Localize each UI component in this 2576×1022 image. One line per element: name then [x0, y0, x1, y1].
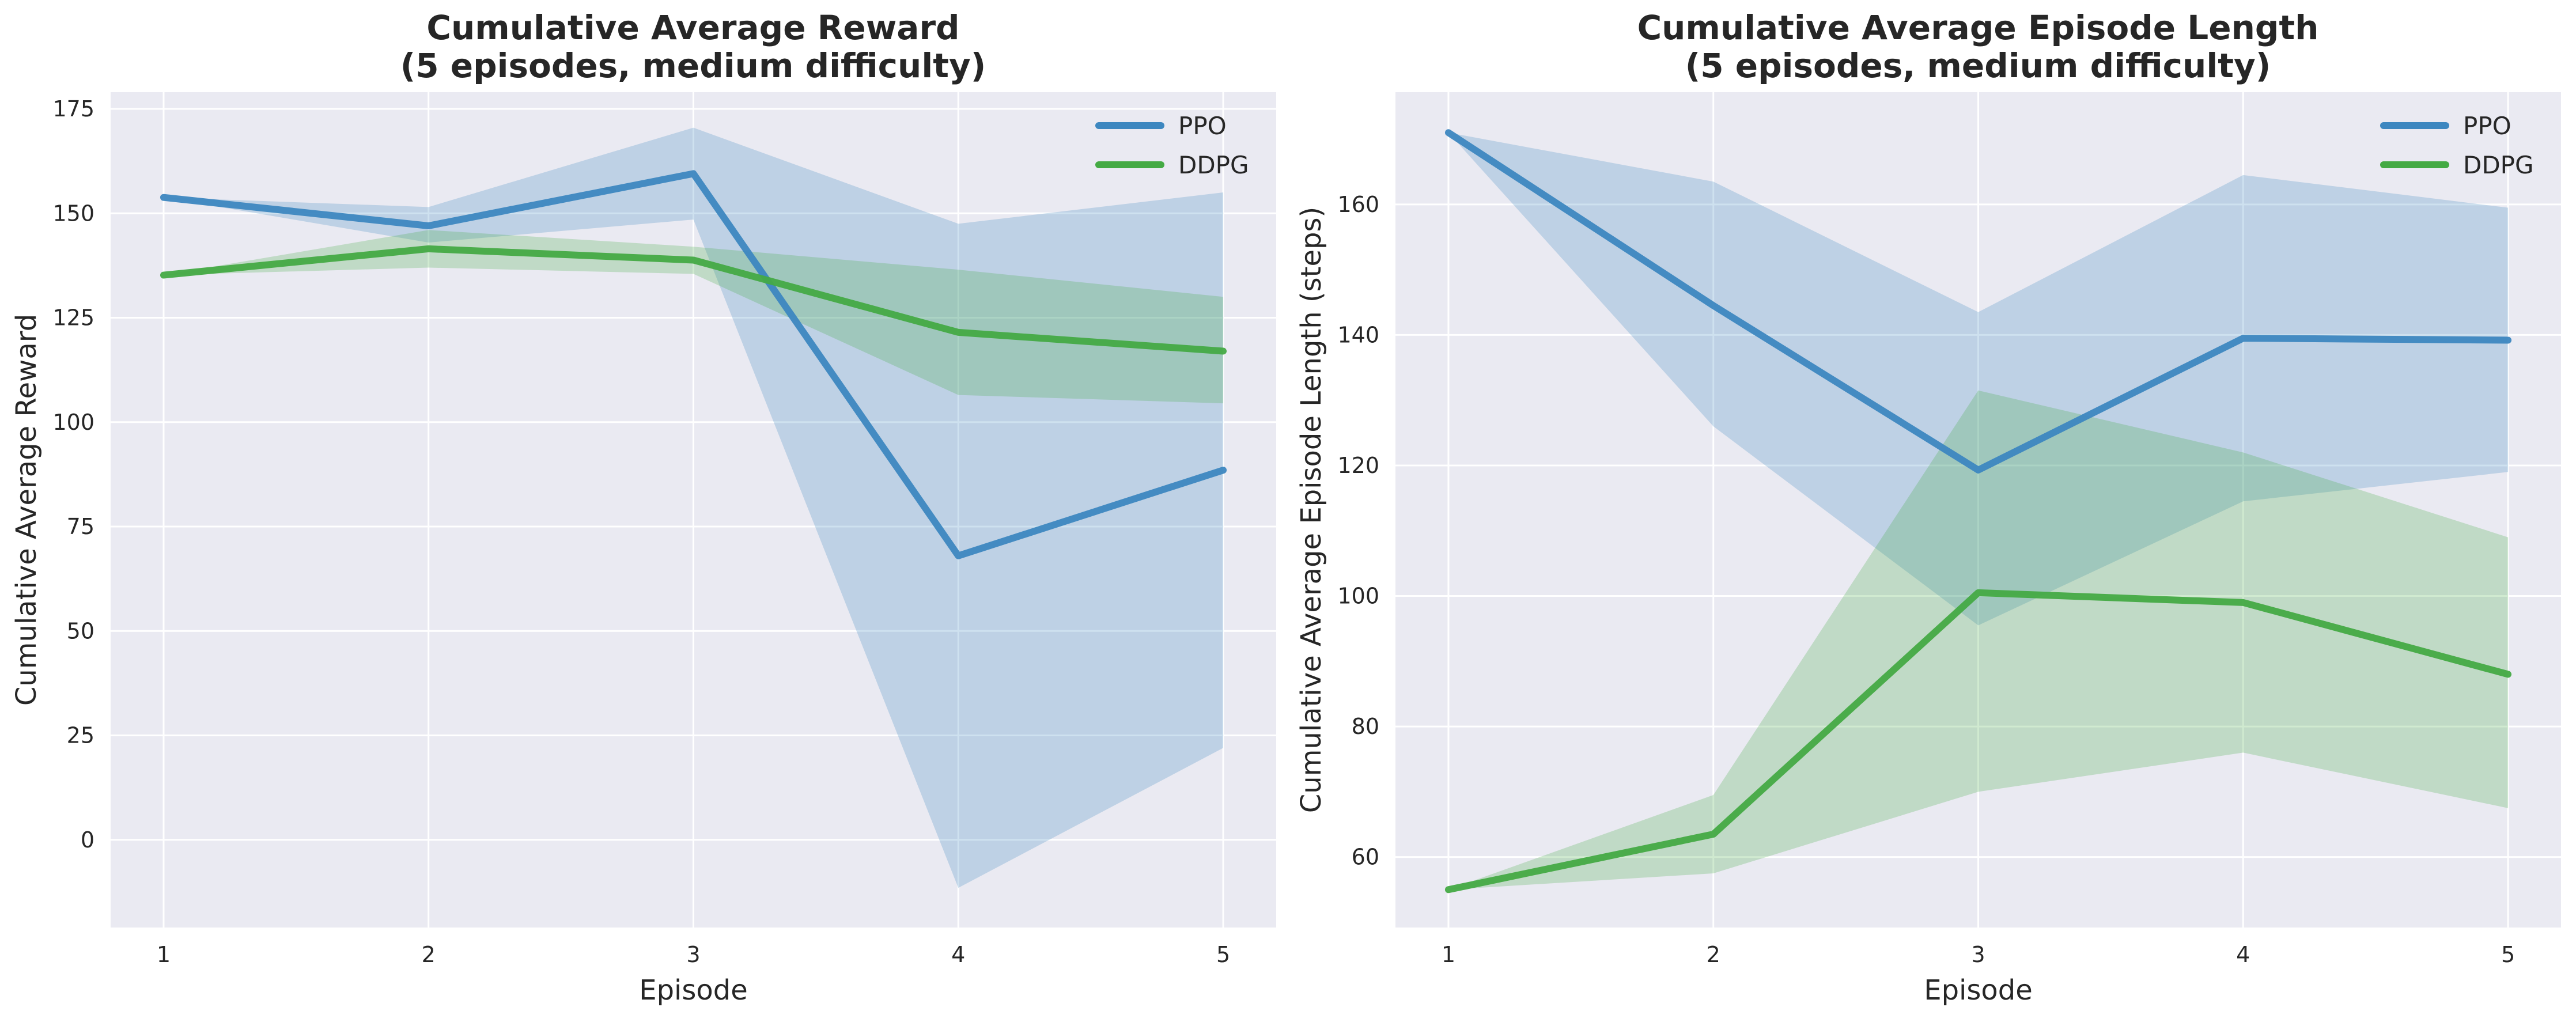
x-axis-label: Episode	[639, 974, 748, 1006]
band-ddpg	[1448, 390, 2509, 890]
x-tick-label: 3	[1971, 942, 1985, 967]
line-ppo	[160, 170, 1227, 559]
chart-panel-2: 60 80 100 120 140 160 1 2 3 4 5 Episode Cumulative A…	[1295, 8, 2561, 1006]
point-ddpg	[2243, 602, 2244, 603]
x-tick-label: 3	[686, 942, 700, 967]
legend: PPO DDPG	[1095, 112, 1249, 179]
x-tick-label: 4	[951, 942, 965, 967]
line-ddpg	[1444, 589, 2512, 894]
legend-label-ddpg: DDPG	[2463, 151, 2534, 179]
line-ppo	[1444, 129, 2512, 474]
legend-label-ddpg: DDPG	[1178, 151, 1249, 179]
chart-title: Cumulative Average Episode Length	[1637, 8, 2319, 47]
x-tick-label: 2	[1707, 942, 1720, 967]
y-tick-label: 75	[67, 514, 94, 539]
point-ppo	[2243, 338, 2244, 339]
x-tick-label: 2	[422, 942, 436, 967]
y-tick-label: 140	[1337, 322, 1379, 347]
point-ppo	[958, 555, 959, 556]
y-tick-label: 80	[1352, 714, 1379, 739]
legend-label-ppo: PPO	[2463, 112, 2511, 140]
chart-panel-1: 0 25 50 75 100 125 150 175 1 2 3 4 5 Episode Cumulativ…	[10, 8, 1276, 1006]
y-axis-label: Cumulative Average Reward	[10, 314, 43, 706]
chart-title: Cumulative Average Reward	[426, 8, 959, 47]
point-ppo	[1223, 470, 1224, 471]
y-tick-label: 120	[1337, 453, 1379, 478]
x-tick-label: 1	[1442, 942, 1455, 967]
y-axis-label: Cumulative Average Episode Length (steps…	[1295, 207, 1327, 813]
y-tick-label: 160	[1337, 192, 1379, 217]
point-ddpg	[2508, 674, 2509, 675]
x-tick-label: 5	[2501, 942, 2515, 967]
point-ddpg	[1978, 592, 1979, 593]
y-tick-label: 60	[1352, 845, 1379, 870]
y-tick-label: 175	[52, 96, 94, 122]
x-tick-label: 1	[157, 942, 171, 967]
x-tick-label: 5	[1216, 942, 1230, 967]
chart-title: (5 episodes, medium difficulty)	[400, 46, 986, 85]
y-tick-label: 125	[52, 305, 94, 331]
point-ppo	[163, 197, 164, 198]
chart-title: (5 episodes, medium difficulty)	[1685, 46, 2271, 85]
legend: PPO DDPG	[2380, 112, 2534, 179]
band-ppo	[1448, 133, 2509, 626]
y-tick-label: 25	[67, 723, 94, 748]
y-tick-label: 50	[67, 618, 94, 644]
line-ddpg	[160, 245, 1227, 355]
y-tick-label: 150	[52, 200, 94, 226]
point-ddpg	[428, 248, 429, 249]
y-tick-label: 100	[1337, 584, 1379, 609]
y-tick-label: 0	[81, 827, 94, 853]
y-tick-label: 100	[52, 410, 94, 435]
point-ppo	[693, 173, 694, 174]
x-axis-label: Episode	[1924, 974, 2033, 1006]
legend-label-ppo: PPO	[1178, 112, 1227, 140]
x-tick-label: 4	[2236, 942, 2250, 967]
band-ddpg	[163, 230, 1224, 404]
band-ppo	[163, 127, 1224, 888]
